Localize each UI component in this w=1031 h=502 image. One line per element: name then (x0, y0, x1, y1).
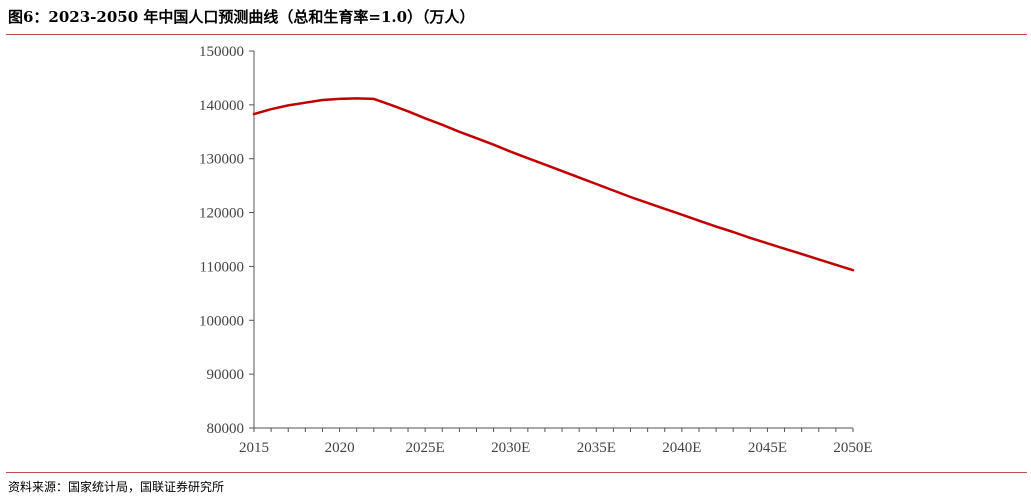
y-axis: 80000 90000 100000 110000 120000 130000 140000… (199, 44, 255, 437)
y-tick-label: 90000 (207, 367, 245, 383)
y-tick-label: 120000 (199, 206, 244, 222)
x-tick-label: 2025E (406, 440, 445, 456)
x-tick-label: 2030E (491, 440, 530, 456)
chart-title: 图6：2023-2050 年中国人口预测曲线（总和生育率=1.0）（万人） (8, 8, 475, 26)
source-note: 资料来源：国家统计局，国联证券研究所 (8, 480, 225, 494)
top-rule (6, 34, 1027, 35)
x-tick-label: 2045E (748, 440, 787, 456)
x-tick-label: 2015 (239, 440, 269, 456)
x-axis: 2015 2020 2025E 2030E 2035E 2040E 2045E 2050E (239, 427, 873, 456)
bottom-rule (6, 472, 1027, 473)
y-tick-label: 130000 (199, 152, 244, 168)
population-series-line (252, 97, 855, 272)
x-tick-label: 2040E (662, 440, 701, 456)
y-tick-label: 140000 (199, 98, 244, 114)
series-group (252, 97, 855, 272)
y-tick-label: 110000 (200, 259, 244, 275)
x-tick-label: 2020 (325, 440, 355, 456)
x-tick-label: 2035E (577, 440, 616, 456)
y-tick-label: 150000 (199, 44, 244, 60)
y-tick-label: 80000 (207, 421, 245, 437)
y-tick-label: 100000 (199, 313, 244, 329)
x-tick-label: 2050E (833, 440, 872, 456)
